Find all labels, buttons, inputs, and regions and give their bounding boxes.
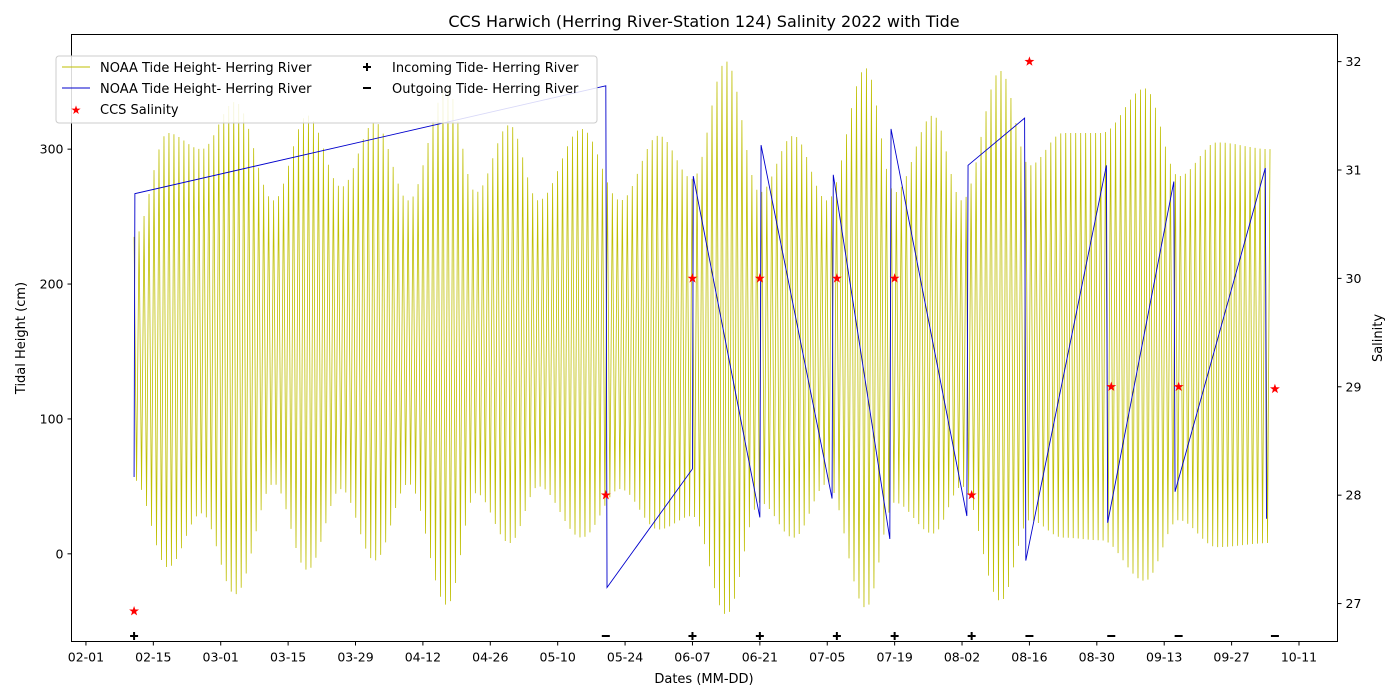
y-right-tick-label: 32 — [1346, 54, 1362, 69]
incoming-tide-marker — [130, 632, 139, 640]
x-tick-label: 02-01 — [68, 650, 104, 665]
incoming-tide-marker — [688, 632, 697, 640]
x-tick-label: 09-27 — [1213, 650, 1249, 665]
x-tick-label: 06-07 — [674, 650, 710, 665]
incoming-tide-marker — [967, 632, 976, 640]
salinity-point — [889, 273, 900, 283]
x-tick-label: 08-16 — [1011, 650, 1047, 665]
legend-label-outgoing: Outgoing Tide- Herring River — [392, 82, 579, 97]
x-axis: 02-01 02-15 03-01 03-15 03-29 04-12 04-26 05-10… — [68, 641, 1317, 665]
tide-direction-markers — [130, 632, 1279, 640]
y-right-tick-label: 28 — [1346, 488, 1362, 503]
x-tick-label: 02-15 — [135, 650, 171, 665]
x-tick-label: 05-10 — [540, 650, 576, 665]
legend-label-salinity: CCS Salinity — [100, 103, 179, 118]
y-left-tick-label: 100 — [40, 411, 64, 426]
salinity-point — [1106, 381, 1117, 391]
x-tick-label: 03-29 — [337, 650, 373, 665]
blue-tide-line — [133, 85, 1267, 589]
incoming-tide-marker — [755, 632, 764, 640]
y-right-tick-label: 31 — [1346, 162, 1362, 177]
salinity-point — [831, 273, 842, 283]
legend-label-incoming: Incoming Tide- Herring River — [392, 61, 579, 76]
salinity-point — [966, 489, 977, 500]
y-right-tick-label: 29 — [1346, 379, 1362, 394]
x-tick-label: 08-02 — [944, 650, 980, 665]
plot-frame — [71, 34, 1338, 642]
legend-swatch-incoming — [363, 63, 371, 71]
x-tick-label: 06-21 — [742, 650, 778, 665]
tide-envelope-line — [133, 61, 1271, 614]
legend-label-blue-tide: NOAA Tide Height- Herring River — [100, 82, 312, 97]
x-tick-label: 07-19 — [876, 650, 912, 665]
legend-label-tide-envelope: NOAA Tide Height- Herring River — [100, 61, 312, 76]
x-tick-label: 03-15 — [270, 650, 306, 665]
y-right-tick-label: 27 — [1346, 596, 1362, 611]
x-axis-label: Dates (MM-DD) — [654, 672, 753, 687]
salinity-point — [1173, 381, 1184, 391]
x-tick-label: 07-05 — [809, 650, 845, 665]
salinity-point — [687, 273, 698, 283]
salinity-series — [129, 56, 1280, 616]
y-axis-left-label: Tidal Height (cm) — [14, 282, 29, 395]
salinity-point — [129, 605, 140, 616]
x-tick-label: 05-24 — [607, 650, 643, 665]
tide-series — [133, 61, 1271, 614]
y-left-tick-label: 300 — [40, 142, 64, 157]
y-right-tick-label: 30 — [1346, 271, 1362, 286]
salinity-point — [754, 273, 765, 283]
salinity-point — [600, 489, 611, 500]
legend-swatch-salinity: ★ — [71, 103, 82, 117]
y-axis-right: 27 28 29 30 31 32 — [1337, 54, 1362, 611]
x-tick-label: 04-12 — [405, 650, 441, 665]
y-axis-left: 0 100 200 300 — [40, 142, 72, 561]
y-left-tick-label: 200 — [40, 277, 64, 292]
salinity-point — [1269, 383, 1280, 394]
y-left-tick-label: 0 — [56, 546, 64, 561]
salinity-point — [1024, 56, 1035, 66]
x-tick-label: 08-30 — [1079, 650, 1115, 665]
legend: NOAA Tide Height- Herring River NOAA Tid… — [55, 55, 598, 124]
legend-box — [55, 55, 598, 124]
blue-tide-series — [133, 85, 1267, 589]
x-tick-label: 04-26 — [472, 650, 508, 665]
x-tick-label: 09-13 — [1146, 650, 1182, 665]
y-axis-right-label: Salinity — [1371, 314, 1386, 362]
x-tick-label: 03-01 — [203, 650, 239, 665]
incoming-tide-marker — [890, 632, 899, 640]
incoming-tide-marker — [832, 632, 841, 640]
x-tick-label: 10-11 — [1281, 650, 1317, 665]
chart-title: CCS Harwich (Herring River-Station 124) … — [448, 12, 959, 31]
